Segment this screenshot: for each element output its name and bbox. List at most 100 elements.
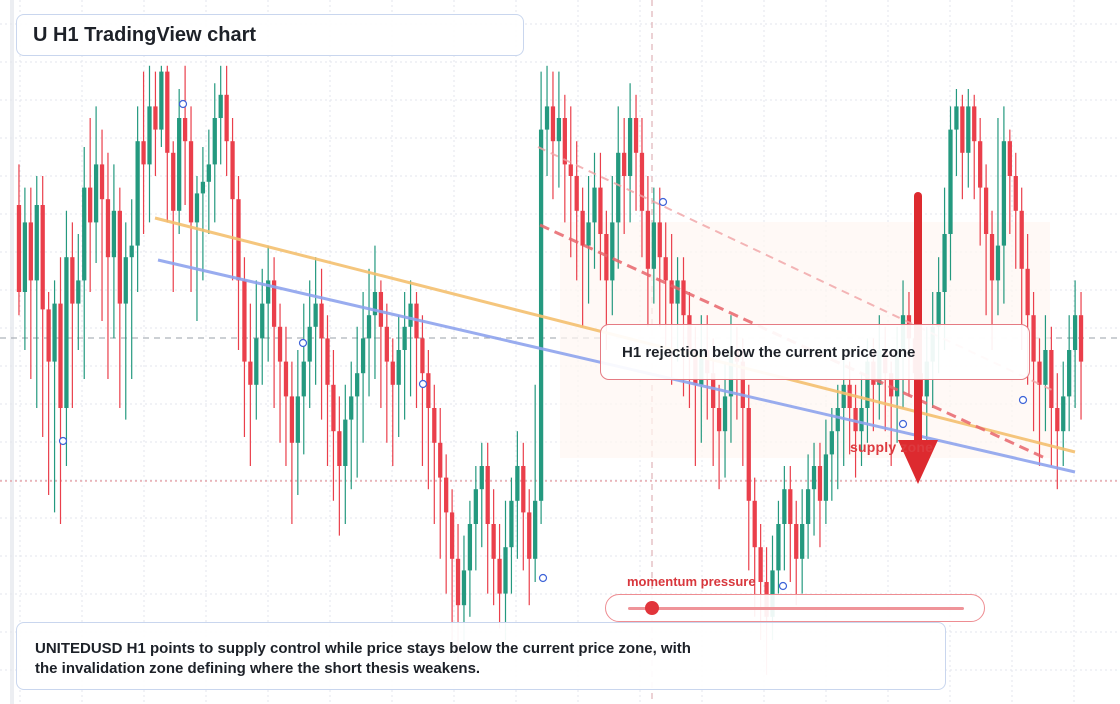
candle (746, 384, 751, 571)
candle (153, 71, 158, 176)
candle-body (129, 245, 134, 258)
candle-body (319, 303, 324, 339)
candle-body (805, 489, 811, 524)
candle (283, 326, 289, 466)
candle (568, 106, 573, 258)
candle-body (331, 384, 336, 432)
momentum-knob[interactable] (644, 601, 659, 615)
candle (123, 222, 128, 420)
candle (805, 454, 811, 559)
pivot-marker (178, 99, 188, 109)
candle-body (76, 280, 81, 304)
left-edge (10, 0, 14, 704)
candle (378, 280, 384, 408)
candle (159, 65, 164, 147)
candle-body (372, 292, 378, 316)
candle-body (817, 466, 823, 501)
candle (966, 89, 971, 188)
candle (1072, 280, 1078, 408)
pivot-marker (1018, 395, 1028, 405)
candle-body (254, 338, 259, 385)
candle-body (58, 303, 63, 408)
momentum-track (628, 607, 964, 610)
candle (942, 187, 947, 350)
candle (402, 292, 407, 420)
candle (497, 524, 502, 629)
candle (823, 419, 829, 524)
candle (853, 384, 858, 478)
candle-body (645, 210, 651, 269)
candle-body (1019, 210, 1024, 269)
supply-zone-label: supply zone (850, 439, 934, 455)
candle-body (396, 350, 401, 385)
candle-body (325, 338, 330, 385)
candle-body (669, 280, 674, 304)
candle (40, 176, 45, 437)
candle-body (521, 466, 526, 513)
candle (390, 338, 395, 466)
candle (1067, 315, 1072, 432)
candle-body (70, 257, 75, 304)
candle-body (633, 118, 639, 153)
candle-body (420, 338, 425, 374)
candle (76, 234, 81, 350)
candle-body (212, 118, 217, 165)
candle (366, 268, 372, 397)
candle-body (242, 280, 247, 362)
candle (260, 268, 265, 385)
candle (236, 176, 241, 350)
candle-body (663, 257, 668, 281)
candle-body (307, 326, 312, 362)
candle-body (800, 524, 805, 559)
candle-body (835, 408, 840, 432)
chart-title: U H1 TradingView chart (33, 23, 257, 46)
candle (337, 396, 342, 536)
candle-body (1013, 176, 1018, 211)
candle (473, 466, 478, 571)
candle-body (936, 292, 941, 327)
candle (177, 89, 182, 234)
candle-body (550, 106, 556, 142)
candle-body (966, 106, 971, 153)
candle (82, 147, 87, 379)
candle (533, 384, 538, 582)
candle-body (722, 396, 728, 432)
candle-body (461, 570, 467, 606)
candle (485, 442, 490, 594)
candle (1043, 315, 1048, 432)
candle (16, 164, 22, 316)
momentum-pressure-slider[interactable] (605, 594, 985, 622)
candle (449, 489, 455, 640)
candle (188, 106, 194, 292)
candle (289, 361, 295, 524)
candle (111, 164, 117, 339)
candle (776, 500, 781, 594)
candle-body (823, 454, 829, 501)
candle-body (266, 280, 271, 304)
rejection-callout-text: H1 rejection below the current price zon… (622, 343, 916, 361)
candle (794, 500, 799, 606)
candle-body (811, 466, 817, 490)
candle-body (360, 338, 366, 374)
candle-body (455, 558, 461, 606)
candle-body (16, 205, 22, 292)
candle-body (586, 222, 591, 246)
candle-body (711, 373, 716, 408)
pivot-marker (778, 581, 788, 591)
candle (592, 152, 597, 269)
candle (1055, 373, 1060, 490)
candle (230, 118, 235, 281)
candle-body (117, 210, 122, 304)
candle-body (954, 106, 959, 130)
candle-body (408, 303, 413, 327)
candle (627, 83, 633, 223)
candle (995, 118, 1001, 316)
candle (752, 477, 757, 617)
candle (277, 303, 283, 443)
candle-body (93, 164, 99, 223)
candle-body (135, 141, 140, 246)
candle-body (942, 234, 947, 292)
candle (716, 384, 722, 490)
candle-body (88, 187, 93, 223)
candle (52, 280, 57, 513)
